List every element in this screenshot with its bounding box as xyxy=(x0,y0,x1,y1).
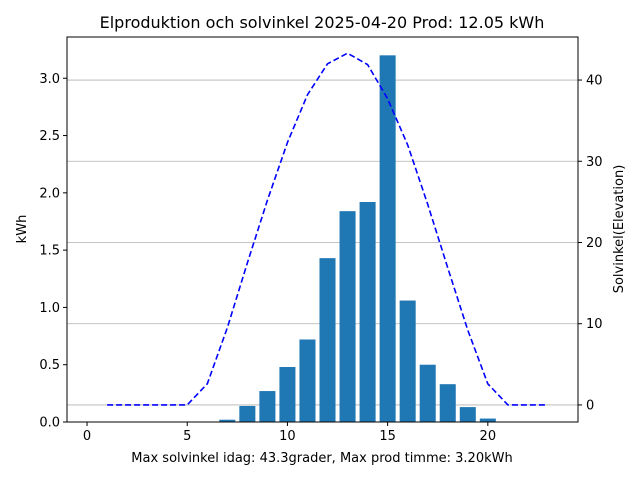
y-tick-label-3: 3.0 xyxy=(39,72,60,87)
chart-title: Elproduktion och solvinkel 2025-04-20 Pr… xyxy=(100,13,545,32)
x-tick-label-20: 20 xyxy=(480,429,497,444)
y-tick-label-2.5: 2.5 xyxy=(39,129,60,144)
bars xyxy=(219,55,496,422)
bar-hour-11 xyxy=(299,339,316,422)
bar-hour-19 xyxy=(459,407,476,422)
x-tick-label-5: 5 xyxy=(183,429,191,444)
elevation-line-path xyxy=(107,52,548,406)
x-axis: 0 5 10 15 20 xyxy=(83,422,496,444)
y2-tick-label-30: 30 xyxy=(586,155,603,170)
bar-hour-7 xyxy=(219,419,236,422)
plot-frame xyxy=(66,36,579,423)
bar-hour-15 xyxy=(379,55,396,422)
y-tick-label-1: 1.0 xyxy=(39,301,60,316)
bar-hour-9 xyxy=(259,391,276,422)
bar-hour-17 xyxy=(419,364,436,422)
bar-hour-16 xyxy=(399,300,416,422)
y2-axis-label: Solvinkel(Elevation) xyxy=(612,165,627,294)
bar-hour-18 xyxy=(439,384,456,422)
bar-hour-20 xyxy=(479,418,496,422)
x-axis-label: Max solvinkel idag: 43.3grader, Max prod… xyxy=(131,451,512,466)
bar-hour-14 xyxy=(359,202,376,422)
y-axis-right: 0 10 20 30 40 xyxy=(578,74,603,413)
bar-hour-13 xyxy=(339,211,356,422)
y-tick-label-2: 2.0 xyxy=(39,186,60,201)
bar-hour-8 xyxy=(239,405,256,422)
y-tick-label-0.5: 0.5 xyxy=(39,358,60,373)
y2-tick-label-10: 10 xyxy=(586,317,603,332)
bar-hour-12 xyxy=(319,258,336,422)
bar-hour-10 xyxy=(279,367,296,422)
y2-tick-label-20: 20 xyxy=(586,236,603,251)
x-tick-label-15: 15 xyxy=(379,429,396,444)
elevation-line xyxy=(107,52,548,406)
y-axis-label: kWh xyxy=(15,215,30,244)
x-tick-label-10: 10 xyxy=(279,429,296,444)
y-tick-label-1.5: 1.5 xyxy=(39,244,60,259)
y2-tick-label-0: 0 xyxy=(586,398,594,413)
y-axis-left: 0.0 0.5 1.0 1.5 2.0 2.5 3.0 xyxy=(39,72,67,431)
y2-tick-label-40: 40 xyxy=(586,74,603,89)
y-tick-label-0: 0.0 xyxy=(39,416,60,431)
x-tick-label-0: 0 xyxy=(83,429,91,444)
